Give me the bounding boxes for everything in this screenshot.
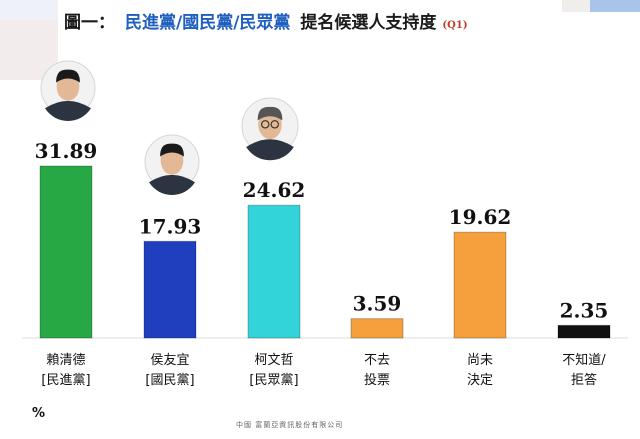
title-suffix: 提名候選人支持度	[300, 13, 437, 33]
value-label-0: 31.89	[35, 139, 98, 163]
category-label-2-1: [民眾黨]	[249, 373, 298, 388]
source-footnote: 中國 富蘭亞資訊股份有限公司	[236, 421, 344, 429]
bar-3	[350, 318, 404, 339]
bar-0	[39, 165, 93, 339]
portrait-hou-icon	[144, 134, 200, 196]
chart-title: 圖一： 民進黨/國民黨/民眾黨 提名候選人支持度 (Q1)	[64, 8, 468, 36]
portrait-lai-icon	[40, 60, 96, 122]
bar-4	[453, 231, 507, 339]
category-label-5-0: 不知道/	[562, 352, 606, 368]
category-label-5-1: 拒答	[571, 372, 597, 388]
category-label-4-1: 決定	[467, 373, 493, 388]
category-label-3-1: 投票	[364, 372, 390, 388]
category-label-1-1: [國民黨]	[145, 373, 194, 388]
value-label-2: 24.62	[243, 178, 306, 202]
value-label-1: 17.93	[139, 214, 202, 238]
bar-5	[557, 324, 611, 339]
bar-1	[143, 240, 197, 339]
y-axis-unit: %	[32, 406, 46, 421]
value-label-5: 2.35	[560, 298, 609, 322]
category-label-3-0: 不去	[364, 353, 390, 368]
category-label-0-1: [民進黨]	[41, 373, 90, 388]
value-label-3: 3.59	[353, 292, 402, 316]
bar-2	[247, 204, 301, 339]
category-label-1-0: 侯友宜	[150, 352, 189, 368]
category-label-4-0: 尚未	[467, 353, 493, 368]
corner-decoration	[562, 0, 590, 12]
category-label-0-0: 賴清德	[46, 353, 85, 368]
portrait-ko-icon	[241, 97, 299, 161]
title-parties: 民進黨/國民黨/民眾黨	[125, 13, 291, 33]
value-label-4: 19.62	[449, 205, 512, 229]
category-label-2-0: 柯文哲	[254, 353, 293, 368]
title-prefix: 圖一：	[64, 13, 115, 33]
title-question: (Q1)	[442, 20, 468, 31]
corner-decoration	[590, 0, 640, 12]
corner-decoration	[0, 0, 58, 20]
